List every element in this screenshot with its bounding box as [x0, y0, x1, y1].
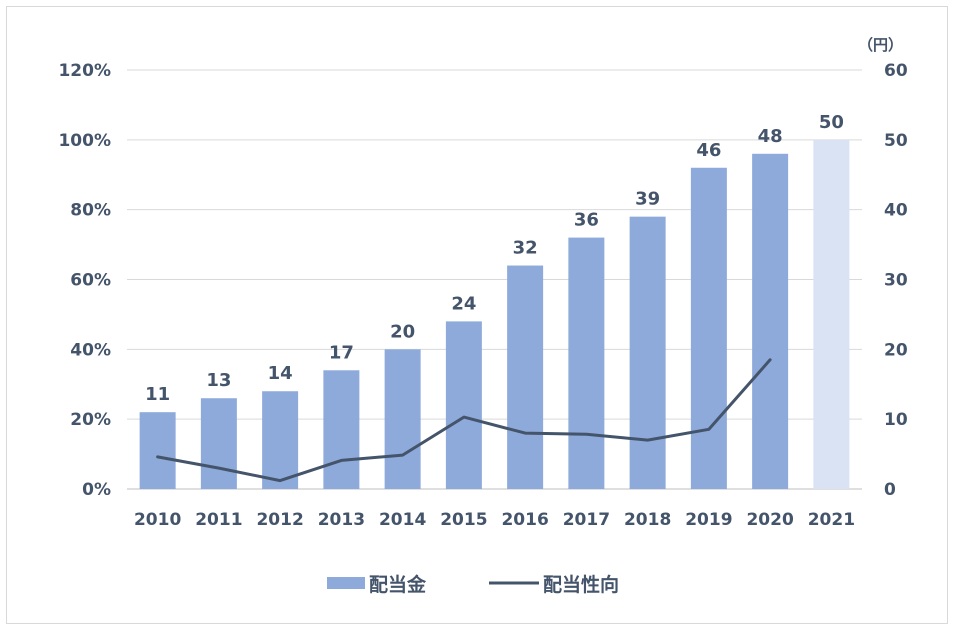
- payout-line: [156, 358, 772, 483]
- data-label-2021: 50: [819, 112, 844, 133]
- legend-label-bar: 配当金: [369, 573, 427, 596]
- bar-2015: [445, 321, 482, 489]
- right-tick-label: 40: [884, 201, 908, 221]
- dividend-chart: 11 13 14 17 20 24 32 36 39 46 48 50 0% 20% 40% 60% 80% 1…: [58, 36, 908, 596]
- data-label-2016: 32: [513, 238, 538, 259]
- bars: [139, 139, 850, 490]
- x-tick-label: 2016: [501, 510, 548, 530]
- right-tick-label: 10: [884, 410, 908, 430]
- gridlines: [127, 69, 862, 490]
- data-label-2012: 14: [268, 363, 293, 384]
- bar-2010: [139, 412, 176, 489]
- right-tick-label: 50: [884, 131, 908, 151]
- x-tick-label: 2020: [746, 510, 793, 530]
- bar-2011: [200, 398, 237, 489]
- x-tick-label: 2019: [685, 510, 732, 530]
- data-labels: 11 13 14 17 20 24 32 36 39 46 48 50: [145, 112, 844, 405]
- x-tick-label: 2015: [440, 510, 487, 530]
- line-series-payout: [156, 358, 772, 483]
- data-label-2014: 20: [390, 321, 415, 342]
- legend: 配当金 配当性向: [327, 573, 619, 596]
- left-tick-label: 120%: [58, 61, 111, 81]
- x-tick-label: 2014: [379, 510, 426, 530]
- data-label-2018: 39: [635, 189, 660, 210]
- data-label-2019: 46: [696, 140, 721, 161]
- x-tick-label: 2018: [624, 510, 671, 530]
- right-tick-label: 0: [884, 480, 896, 500]
- x-tick-label: 2017: [563, 510, 610, 530]
- right-axis-ticks: 0 10 20 30 40 50 60: [884, 61, 908, 500]
- data-label-2015: 24: [451, 293, 476, 314]
- x-tick-label: 2010: [134, 510, 181, 530]
- right-axis-unit-label: （円）: [858, 36, 903, 54]
- bar-2020: [752, 153, 789, 490]
- bar-2021: [813, 139, 850, 490]
- x-tick-label: 2011: [195, 510, 242, 530]
- right-tick-label: 30: [884, 271, 908, 291]
- left-tick-label: 40%: [70, 340, 111, 360]
- left-axis-ticks: 0% 20% 40% 60% 80% 100% 120%: [58, 61, 111, 500]
- data-label-2010: 11: [145, 384, 170, 405]
- bar-2016: [507, 265, 544, 489]
- bar-2019: [690, 167, 727, 489]
- x-axis-ticks: 2010 2011 2012 2013 2014 2015 2016 2017 2018 2019…: [134, 510, 855, 530]
- bar-2017: [568, 237, 605, 489]
- x-tick-label: 2021: [808, 510, 855, 530]
- right-tick-label: 20: [884, 340, 908, 360]
- data-label-2017: 36: [574, 210, 599, 231]
- legend-swatch-bar: [327, 577, 365, 589]
- x-tick-label: 2013: [318, 510, 365, 530]
- chart-frame: 11 13 14 17 20 24 32 36 39 46 48 50 0% 20% 40% 60% 80% 1…: [6, 6, 948, 624]
- x-tick-label: 2012: [256, 510, 303, 530]
- left-tick-label: 80%: [70, 201, 111, 221]
- left-tick-label: 20%: [70, 410, 111, 430]
- data-label-2020: 48: [758, 126, 783, 147]
- data-label-2011: 13: [206, 370, 231, 391]
- legend-label-line: 配当性向: [543, 573, 619, 596]
- left-tick-label: 100%: [58, 131, 111, 151]
- bar-2018: [629, 216, 666, 489]
- left-tick-label: 60%: [70, 271, 111, 291]
- bar-2014: [384, 349, 421, 489]
- right-tick-label: 60: [884, 61, 908, 81]
- bar-2013: [323, 370, 360, 489]
- data-label-2013: 17: [329, 342, 354, 363]
- bar-2012: [262, 391, 299, 489]
- left-tick-label: 0%: [82, 480, 111, 500]
